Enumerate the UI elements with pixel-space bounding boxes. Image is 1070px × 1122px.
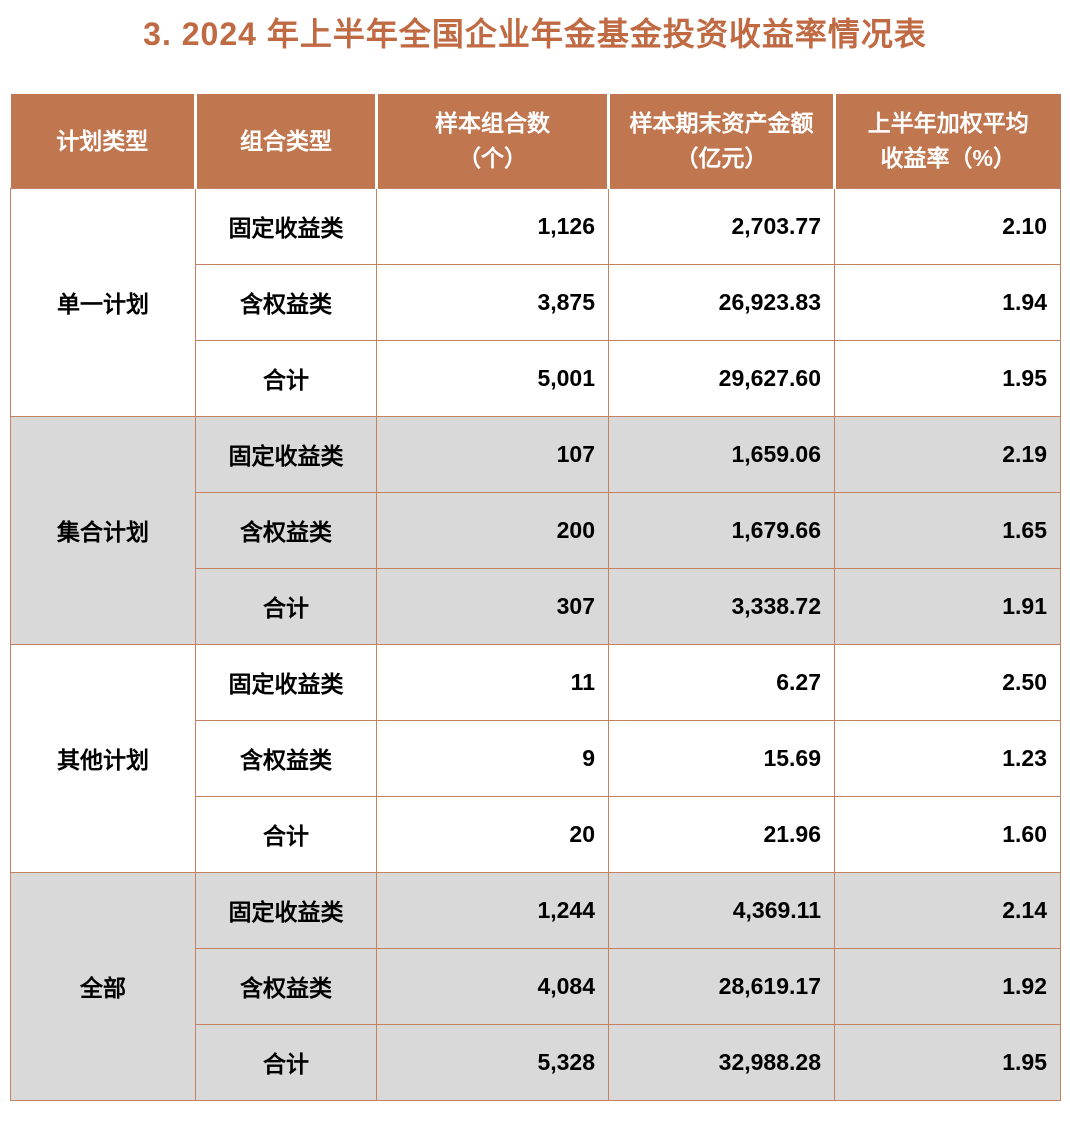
plan-type-cell: 单一计划 <box>10 187 196 417</box>
table-row: 合计 20 21.96 1.60 <box>11 795 1061 873</box>
sample-count-cell: 9 <box>376 719 609 797</box>
table-row: 含权益类 9 15.69 1.23 <box>11 719 1061 797</box>
portfolio-type-cell: 含权益类 <box>195 263 377 341</box>
header-row: 计划类型 组合类型 样本组合数 （个） 样本期末资产金额 （亿元） 上半年加权平… <box>10 94 1061 188</box>
assets-cell: 3,338.72 <box>608 567 835 645</box>
assets-cell: 2,703.77 <box>608 187 835 265</box>
plan-type-cell: 其他计划 <box>10 643 196 873</box>
header-portfolio-type: 组合类型 <box>194 94 377 188</box>
sample-count-cell: 107 <box>376 415 609 493</box>
header-assets: 样本期末资产金额 （亿元） <box>607 94 835 188</box>
assets-cell: 4,369.11 <box>608 871 835 949</box>
return-rate-cell: 1.92 <box>834 947 1061 1025</box>
sample-count-cell: 20 <box>376 795 609 873</box>
assets-cell: 21.96 <box>608 795 835 873</box>
sample-count-cell: 4,084 <box>376 947 609 1025</box>
sample-count-cell: 307 <box>376 567 609 645</box>
header-return-rate: 上半年加权平均 收益率（%） <box>833 94 1061 188</box>
table-row: 全部 固定收益类 1,244 4,369.11 2.14 <box>10 871 1061 1101</box>
return-rate-cell: 1.91 <box>834 567 1061 645</box>
plan-type-cell: 集合计划 <box>10 415 196 645</box>
portfolio-type-cell: 含权益类 <box>195 491 377 569</box>
sample-count-cell: 5,001 <box>376 339 609 417</box>
return-rate-cell: 1.60 <box>834 795 1061 873</box>
return-rate-cell: 1.94 <box>834 263 1061 341</box>
return-rate-cell: 1.23 <box>834 719 1061 797</box>
portfolio-type-cell: 合计 <box>195 1023 377 1101</box>
portfolio-type-cell: 固定收益类 <box>195 415 377 493</box>
page-title: 3. 2024 年上半年全国企业年金基金投资收益率情况表 <box>143 16 927 52</box>
return-rate-cell: 2.10 <box>834 187 1061 265</box>
table-row: 含权益类 3,875 26,923.83 1.94 <box>11 263 1061 341</box>
sample-count-cell: 3,875 <box>376 263 609 341</box>
portfolio-type-cell: 固定收益类 <box>195 871 377 949</box>
sample-count-cell: 200 <box>376 491 609 569</box>
portfolio-type-cell: 含权益类 <box>195 947 377 1025</box>
return-rate-cell: 2.50 <box>834 643 1061 721</box>
sample-count-cell: 5,328 <box>376 1023 609 1101</box>
portfolio-type-cell: 固定收益类 <box>195 643 377 721</box>
table-row: 集合计划 固定收益类 107 1,659.06 2.19 <box>10 415 1061 645</box>
table-row: 含权益类 200 1,679.66 1.65 <box>11 491 1061 569</box>
plan-type-cell: 全部 <box>10 871 196 1101</box>
portfolio-type-cell: 含权益类 <box>195 719 377 797</box>
header-sample-count: 样本组合数 （个） <box>375 94 609 188</box>
sample-count-cell: 1,126 <box>376 187 609 265</box>
assets-cell: 1,679.66 <box>608 491 835 569</box>
header-plan-type: 计划类型 <box>10 94 196 188</box>
portfolio-type-cell: 合计 <box>195 567 377 645</box>
return-rate-cell: 2.19 <box>834 415 1061 493</box>
assets-cell: 15.69 <box>608 719 835 797</box>
assets-cell: 32,988.28 <box>608 1023 835 1101</box>
table-row: 含权益类 4,084 28,619.17 1.92 <box>11 947 1061 1025</box>
portfolio-type-cell: 固定收益类 <box>195 187 377 265</box>
assets-cell: 26,923.83 <box>608 263 835 341</box>
portfolio-type-cell: 合计 <box>195 339 377 417</box>
assets-cell: 6.27 <box>608 643 835 721</box>
return-rate-cell: 1.95 <box>834 339 1061 417</box>
table-row: 合计 5,001 29,627.60 1.95 <box>11 339 1061 417</box>
table-row: 合计 5,328 32,988.28 1.95 <box>11 1023 1061 1101</box>
annuity-return-table: 计划类型 组合类型 样本组合数 （个） 样本期末资产金额 （亿元） 上半年加权平… <box>10 94 1061 1101</box>
portfolio-type-cell: 合计 <box>195 795 377 873</box>
sample-count-cell: 1,244 <box>376 871 609 949</box>
assets-cell: 1,659.06 <box>608 415 835 493</box>
table-row: 其他计划 固定收益类 11 6.27 2.50 <box>10 643 1061 873</box>
table-body: 单一计划 固定收益类 1,126 2,703.77 2.10 含权益类 3,875 26,92… <box>10 187 1061 1101</box>
return-rate-cell: 2.14 <box>834 871 1061 949</box>
assets-cell: 29,627.60 <box>608 339 835 417</box>
sample-count-cell: 11 <box>376 643 609 721</box>
return-rate-cell: 1.95 <box>834 1023 1061 1101</box>
return-rate-cell: 1.65 <box>834 491 1061 569</box>
table-row: 单一计划 固定收益类 1,126 2,703.77 2.10 <box>10 187 1061 417</box>
assets-cell: 28,619.17 <box>608 947 835 1025</box>
